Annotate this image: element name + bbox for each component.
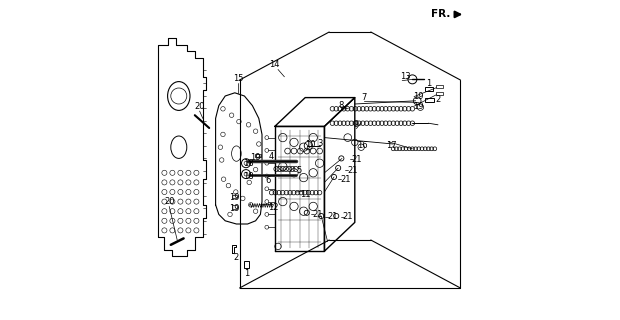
Text: 21: 21 (347, 166, 358, 175)
Bar (255, 154, 261, 157)
Text: 19: 19 (229, 204, 240, 213)
Bar (436, 92, 443, 95)
Text: 20: 20 (194, 102, 205, 111)
Text: 19: 19 (229, 193, 240, 202)
Text: 1: 1 (426, 79, 431, 88)
Text: 11: 11 (300, 190, 311, 199)
Text: 18: 18 (243, 159, 254, 168)
Text: 21: 21 (342, 212, 353, 221)
Bar (244, 261, 249, 268)
Text: 13: 13 (400, 72, 410, 81)
Bar (232, 205, 237, 209)
Text: 5: 5 (296, 166, 301, 175)
Text: 19: 19 (414, 102, 424, 111)
Text: 21: 21 (312, 210, 323, 219)
Text: FR.: FR. (431, 9, 450, 20)
Text: 6: 6 (266, 176, 271, 185)
Text: 21: 21 (352, 155, 362, 164)
Text: 18: 18 (243, 172, 254, 181)
Text: 10: 10 (305, 140, 315, 149)
Text: 17: 17 (386, 141, 397, 150)
Text: 14: 14 (270, 60, 280, 69)
Text: 21: 21 (327, 212, 338, 221)
Bar (436, 85, 443, 88)
Text: 19: 19 (250, 153, 261, 162)
Text: 2: 2 (233, 253, 238, 262)
Text: 7: 7 (361, 93, 367, 102)
Text: 20: 20 (164, 197, 174, 206)
Text: 15: 15 (232, 74, 243, 83)
Text: 1: 1 (244, 269, 249, 278)
Text: 9: 9 (354, 120, 359, 129)
Bar (232, 195, 237, 198)
Text: 4: 4 (268, 152, 273, 161)
Text: 19: 19 (414, 92, 424, 101)
Text: 2: 2 (435, 95, 441, 104)
Bar (425, 87, 433, 91)
Text: 12: 12 (268, 203, 278, 212)
Text: 3: 3 (317, 140, 322, 148)
Text: 21: 21 (340, 175, 350, 184)
Text: 8: 8 (339, 101, 344, 110)
Text: 16: 16 (358, 141, 368, 150)
